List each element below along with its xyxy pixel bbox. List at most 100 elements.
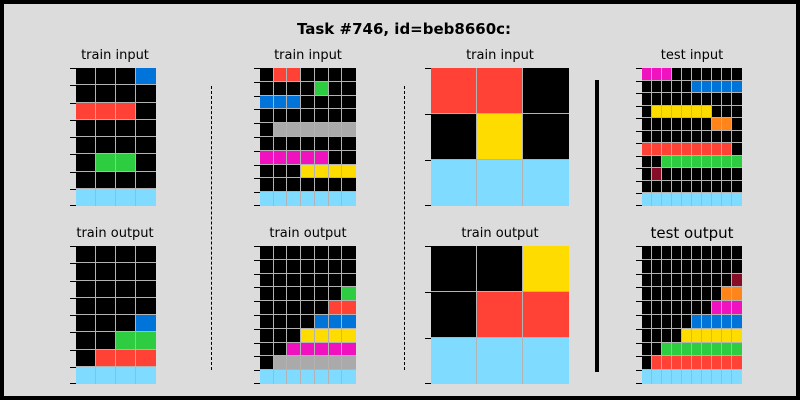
grid-cell (732, 118, 742, 131)
grid-cell (732, 301, 742, 315)
grid-cell (287, 178, 302, 193)
grid-cell (732, 273, 742, 288)
grid-cell (328, 315, 343, 329)
grid-cell (662, 118, 672, 131)
axis-tick (254, 165, 260, 166)
grid-cell (96, 188, 116, 206)
grid-cell (314, 164, 329, 179)
axis-tick (70, 367, 76, 368)
grid-cell (712, 287, 722, 302)
grid-cell (301, 356, 315, 371)
grid-cell (702, 80, 712, 94)
axis-tick (254, 96, 260, 97)
axis-tick (254, 343, 260, 344)
axis-tick (636, 287, 642, 288)
grid-cell (342, 273, 356, 288)
grid-cell (722, 105, 732, 119)
grid-cell (692, 301, 702, 315)
grid-cell (722, 342, 732, 357)
grid-cell (273, 273, 288, 288)
grid-cell (672, 118, 682, 131)
grid-cell (672, 328, 682, 343)
axis-tick (70, 189, 76, 190)
grid-cell (732, 105, 742, 119)
grid-cell (682, 80, 692, 94)
axis-tick (636, 329, 642, 330)
axis-tick (636, 193, 642, 194)
axis-tick (636, 143, 642, 144)
grid-cell (692, 370, 702, 384)
y-axis-ticks (636, 246, 642, 384)
grid-cell (672, 93, 682, 106)
grid-cell (662, 259, 672, 274)
grid-cell (692, 259, 702, 274)
grid-cell (287, 192, 302, 206)
grid-cell (672, 370, 682, 384)
grid-cell (273, 342, 288, 357)
grid-cell (136, 332, 156, 350)
grid-cell (260, 95, 274, 110)
grid-cell (301, 370, 315, 384)
axis-tick (70, 315, 76, 316)
axis-tick (636, 131, 642, 132)
grid-cell (732, 259, 742, 274)
grid-cell (328, 273, 343, 288)
grid-cell (652, 130, 662, 144)
grid-cell (342, 164, 356, 179)
grid-cell (652, 143, 662, 156)
grid-cell (642, 301, 652, 315)
grid-cell (260, 164, 274, 179)
grid-cell (96, 315, 116, 333)
grid-cell (260, 370, 274, 384)
grid-cell (287, 150, 302, 165)
grid-cell (642, 370, 652, 384)
grid-cell (672, 155, 682, 169)
grid-cell (273, 123, 288, 137)
grid-cell (692, 143, 702, 156)
axis-tick (70, 298, 76, 299)
grid-cell (722, 168, 732, 181)
grid-cell (662, 143, 672, 156)
grid-cell (722, 193, 732, 206)
grid-cell (136, 297, 156, 315)
axis-tick (254, 82, 260, 83)
grid-cell (702, 118, 712, 131)
grid-cell (273, 109, 288, 124)
grid-cell (652, 356, 662, 371)
grid-cell (342, 178, 356, 193)
grid-cell (342, 328, 356, 343)
grid-cell (431, 246, 477, 292)
grid-cell (662, 193, 672, 206)
grid-cell (136, 366, 156, 384)
grid-cell (96, 119, 116, 137)
grid-cell (96, 246, 116, 264)
grid-cell (287, 287, 302, 302)
grid-cell (722, 246, 732, 260)
grid-cell (287, 342, 302, 357)
grid-cell (76, 154, 96, 172)
grid-cell (672, 246, 682, 260)
grid-cell (702, 155, 712, 169)
axis-tick (254, 123, 260, 124)
grid-cell (342, 123, 356, 137)
grid-cell (260, 315, 274, 329)
grid-cell (314, 150, 329, 165)
grid-cell (652, 155, 662, 169)
grid-cell (301, 259, 315, 274)
grid-cell (328, 123, 343, 137)
grid-cell (260, 68, 274, 82)
axis-tick (425, 246, 431, 247)
grid-cell (96, 137, 116, 155)
grid-cell (702, 193, 712, 206)
grid-cell (314, 259, 329, 274)
grid-cell (732, 168, 742, 181)
grid-cell (722, 315, 732, 329)
grid-cell (732, 342, 742, 357)
grid-cell (314, 246, 329, 260)
grid-cell (662, 130, 672, 144)
panel-grid-test-input (642, 68, 742, 206)
grid-cell (682, 287, 692, 302)
grid-cell (328, 192, 343, 206)
grid-cell (116, 332, 136, 350)
grid-cell (652, 118, 662, 131)
